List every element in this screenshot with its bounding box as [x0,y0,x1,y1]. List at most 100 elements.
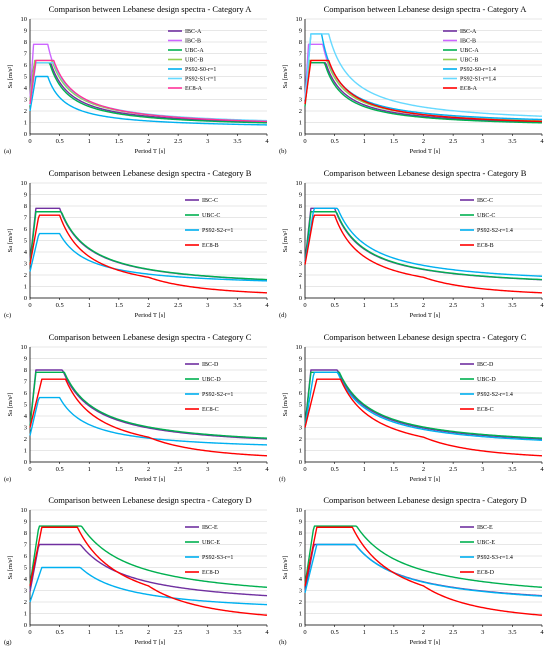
y-tick-label: 1 [299,283,302,290]
y-tick-label: 10 [296,180,303,187]
y-tick-label: 2 [299,599,302,606]
y-tick-label: 3 [299,588,302,595]
x-tick-label: 2 [147,466,150,473]
y-tick-label: 10 [296,16,303,23]
series-line [29,62,268,124]
y-axis-label: Sa [m/s²] [7,65,14,89]
x-tick-label: 0 [28,138,31,145]
y-tick-label: 3 [24,424,27,431]
y-tick-label: 9 [24,191,27,198]
series-line [29,526,268,617]
y-tick-label: 5 [299,74,302,81]
x-tick-label: 2 [147,302,150,309]
y-tick-label: 4 [299,413,303,420]
x-tick-label: 3.5 [233,302,241,309]
x-tick-label: 0.5 [331,302,339,309]
x-tick-label: 2 [422,466,425,473]
y-tick-label: 7 [299,378,303,385]
legend-label: IBC-E [202,525,218,531]
y-tick-label: 6 [299,226,303,233]
y-tick-label: 3 [299,260,302,267]
series-line [304,371,543,439]
y-tick-label: 4 [299,85,303,92]
y-tick-label: 10 [21,507,28,514]
y-tick-label: 0 [299,295,302,302]
series-line [304,62,543,124]
x-tick-label: 0.5 [56,302,64,309]
series-line [304,526,543,617]
y-tick-label: 1 [299,611,302,618]
y-tick-label: 9 [24,28,27,35]
legend-label: UBC-C [202,213,220,219]
legend-label: PS92-S1-r=1.4 [460,77,496,83]
chart-svg: 0 1 2 3 4 5 6 7 8 9 10 0 0.5 1 1.5 2 2.5 3 3.5 4 Comparison … [4,332,269,483]
y-tick-label: 0 [24,295,27,302]
y-tick-label: 8 [299,203,302,210]
series-line [29,378,268,456]
y-axis-label: Sa [m/s²] [282,556,289,580]
y-tick-label: 2 [24,599,27,606]
x-tick-label: 2.5 [449,629,457,636]
y-tick-label: 4 [24,249,28,256]
y-tick-label: 5 [24,401,27,408]
legend-label: IBC-B [185,39,201,45]
series-line [304,62,543,123]
legend-label: EC8-D [477,570,495,576]
x-tick-label: 0 [28,466,31,473]
legend-label: PS92-S3-r=1 [202,555,233,561]
series-line [304,525,543,589]
legend-label: PS92-S2-r=1 [202,392,233,398]
x-tick-label: 1.5 [390,629,398,636]
x-tick-label: 4 [265,629,269,636]
chart-svg: 0 1 2 3 4 5 6 7 8 9 10 0 0.5 1 1.5 2 2.5 3 3.5 4 Comparison … [279,332,544,483]
series-line [304,33,543,117]
series-line [29,371,268,439]
series-line [29,214,268,294]
x-axis-label: Period T [s] [410,148,441,155]
legend-label: EC8-B [477,243,494,249]
x-tick-label: 3 [206,138,209,145]
x-tick-label: 2.5 [174,138,182,145]
y-tick-label: 8 [24,39,27,46]
y-tick-label: 5 [299,401,302,408]
y-tick-label: 7 [24,214,28,221]
y-tick-label: 5 [24,74,27,81]
y-tick-label: 8 [24,203,27,210]
x-tick-label: 0.5 [331,629,339,636]
chart-svg: 0 1 2 3 4 5 6 7 8 9 10 0 0.5 1 1.5 2 2.5 3 3.5 4 Comparison … [4,495,269,646]
x-tick-label: 1 [88,466,91,473]
y-tick-label: 0 [299,622,302,629]
x-tick-label: 0 [303,466,306,473]
x-tick-label: 3 [206,466,209,473]
panel-label: (f) [279,476,286,483]
x-tick-label: 4 [265,138,269,145]
x-tick-label: 1.5 [115,466,123,473]
y-tick-label: 2 [24,108,27,115]
legend-label: UBC-C [477,213,495,219]
series-line [304,210,543,281]
x-tick-label: 2 [147,629,150,636]
y-tick-label: 6 [299,553,303,560]
y-tick-label: 3 [299,424,302,431]
y-tick-label: 8 [299,367,302,374]
chart-panel: 0 1 2 3 4 5 6 7 8 9 10 0 0.5 1 1.5 2 2.5 3 3.5 4 Comparison … [275,328,550,492]
series-line [29,210,268,281]
y-tick-label: 5 [299,565,302,572]
y-tick-label: 0 [24,131,27,138]
legend-label: EC8-B [202,243,219,249]
legend-label: PS92-S2-r=1.4 [477,392,513,398]
y-tick-label: 1 [299,120,302,127]
x-tick-label: 0.5 [56,466,64,473]
y-tick-label: 3 [299,97,302,104]
y-tick-label: 6 [299,390,303,397]
x-tick-label: 4 [540,629,544,636]
x-tick-label: 0.5 [331,138,339,145]
y-tick-label: 9 [24,355,27,362]
x-tick-label: 3.5 [233,629,241,636]
y-tick-label: 6 [24,62,28,69]
x-tick-label: 0 [303,302,306,309]
x-axis-label: Period T [s] [135,148,166,155]
y-tick-label: 9 [299,519,302,526]
y-tick-label: 2 [299,272,302,279]
x-tick-label: 3.5 [508,629,516,636]
